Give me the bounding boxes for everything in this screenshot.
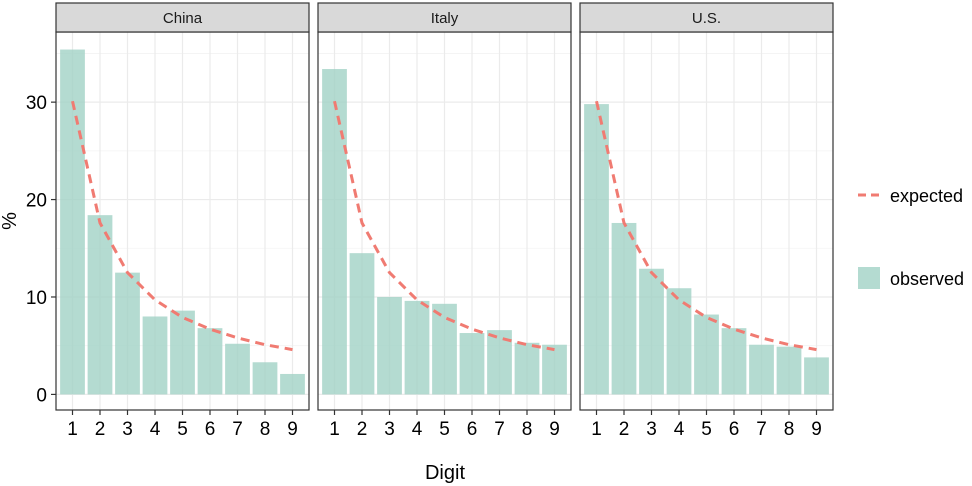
y-tick-label: 20 (26, 191, 47, 212)
expected-line (71, 100, 293, 352)
y-axis-title: % (0, 212, 21, 230)
observed-bar (542, 344, 567, 395)
y-tick-label: 0 (36, 385, 47, 406)
x-tick-label: 9 (287, 419, 298, 440)
observed-bar (721, 328, 747, 395)
legend-observed-label: observed (890, 269, 964, 289)
observed-bar (694, 314, 719, 395)
observed-bar (432, 303, 457, 395)
x-tick-label: 4 (150, 419, 161, 440)
observed-bar (404, 300, 430, 395)
x-tick-label: 8 (784, 419, 795, 440)
x-axis-title: Digit (425, 462, 465, 484)
observed-bar (611, 222, 637, 395)
x-tick-label: 4 (674, 419, 685, 440)
x-tick-label: 2 (619, 419, 630, 440)
x-tick-label: 6 (205, 419, 216, 440)
expected-line (595, 100, 817, 352)
observed-bar (252, 362, 278, 395)
x-tick-label: 6 (729, 419, 740, 440)
facet-label: Italy (431, 10, 459, 27)
x-tick-label: 3 (384, 419, 395, 440)
observed-bar (459, 333, 485, 395)
observed-bar (280, 373, 305, 395)
observed-bar (804, 357, 829, 395)
x-tick-label: 4 (412, 419, 423, 440)
facet-strip (55, 2, 310, 33)
x-tick-label: 2 (95, 419, 106, 440)
legend: expected observed (858, 186, 964, 289)
x-tick-label: 5 (177, 419, 188, 440)
facet-label: U.S. (692, 10, 721, 27)
legend-expected-label: expected (890, 186, 963, 206)
y-tick-label: 10 (26, 288, 47, 309)
x-tick-label: 9 (549, 419, 560, 440)
x-tick-label: 1 (67, 419, 78, 440)
facet-panel: Italy 1 2 3 4 5 6 7 8 9 (317, 2, 572, 440)
observed-bar (776, 346, 802, 395)
x-tick-label: 7 (494, 419, 505, 440)
observed-bar (514, 342, 540, 395)
observed-bar (584, 104, 609, 395)
y-tick-label: 30 (26, 93, 47, 114)
x-tick-label: 3 (122, 419, 133, 440)
expected-line (333, 100, 555, 352)
observed-bar (87, 215, 113, 395)
x-tick-label: 7 (756, 419, 767, 440)
facet-panel: U.S. 1 2 3 4 5 6 7 8 9 (579, 2, 834, 440)
x-tick-label: 7 (232, 419, 243, 440)
x-tick-label: 8 (260, 419, 271, 440)
observed-bar (225, 343, 250, 395)
observed-bar (197, 328, 223, 395)
facet-label: China (163, 10, 203, 27)
observed-bar (322, 69, 347, 395)
x-tick-label: 5 (439, 419, 450, 440)
x-tick-label: 9 (811, 419, 822, 440)
observed-bar (639, 268, 664, 395)
observed-bar (377, 296, 402, 395)
x-tick-label: 1 (591, 419, 602, 440)
facet-panel: China 1 2 3 4 5 6 7 8 9 (55, 2, 310, 440)
x-tick-label: 3 (646, 419, 657, 440)
facet-strip (579, 2, 834, 33)
observed-bar (142, 316, 168, 395)
legend-observed-key (858, 267, 880, 289)
observed-bar (170, 310, 195, 395)
observed-bar (749, 344, 774, 395)
x-tick-label: 5 (701, 419, 712, 440)
facet-strip (317, 2, 572, 33)
x-tick-label: 8 (522, 419, 533, 440)
x-tick-label: 1 (329, 419, 340, 440)
observed-bar (349, 253, 375, 395)
x-tick-label: 2 (357, 419, 368, 440)
observed-bar (115, 272, 140, 395)
x-tick-label: 6 (467, 419, 478, 440)
y-axis: 0 10 20 30 (26, 93, 56, 406)
